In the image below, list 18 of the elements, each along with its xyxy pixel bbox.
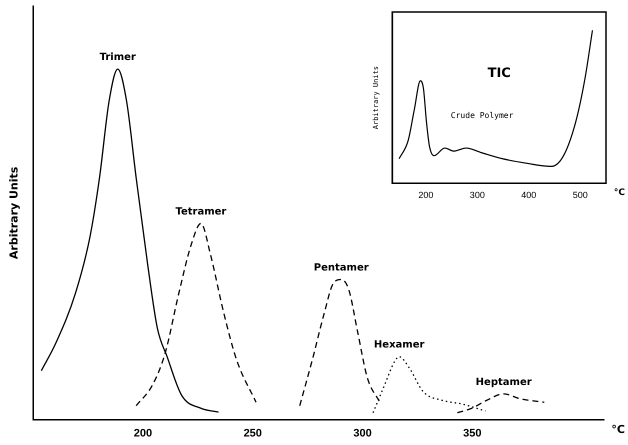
text: TIC	[488, 66, 511, 82]
x-tick-label: 300	[470, 190, 485, 200]
series-label: Tetramer	[175, 206, 226, 218]
series-label: Pentamer	[314, 262, 369, 274]
x-axis-title: °C	[611, 423, 625, 436]
x-tick-label: 400	[521, 190, 536, 200]
series-label: Hexamer	[374, 340, 424, 351]
x-tick-label: 250	[244, 427, 262, 440]
series-label: Heptamer	[476, 376, 532, 388]
x-tick-label: 300	[353, 427, 372, 440]
x-tick-label: 500	[572, 190, 588, 200]
series-label: Trimer	[100, 52, 136, 64]
x-tick-label: 200	[134, 427, 152, 440]
annotation: Crude Polymer	[450, 111, 514, 120]
x-axis-title: °C	[614, 188, 626, 198]
y-axis-title: Arbitrary Units	[7, 166, 20, 260]
x-tick-label: 350	[463, 427, 482, 440]
x-tick-label: 200	[418, 190, 434, 200]
